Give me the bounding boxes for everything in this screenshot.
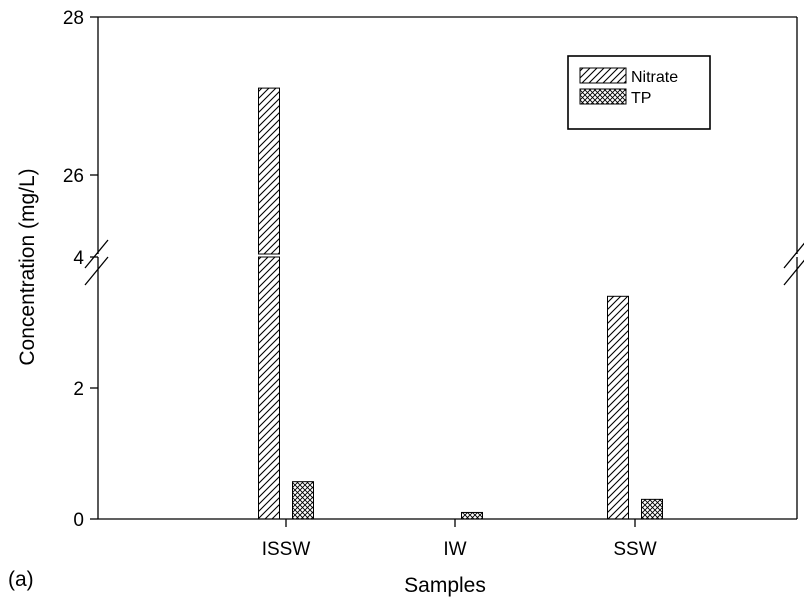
legend-swatch-tp xyxy=(579,88,627,105)
legend-label-nitrate: Nitrate xyxy=(631,69,678,86)
bar-tp-ssw xyxy=(641,498,663,520)
right-axis-break-mark-2 xyxy=(783,259,804,286)
bar-nitrate-ssw xyxy=(607,295,629,520)
y-tick-label-4: 4 xyxy=(73,248,84,269)
left-axis-break-mark-1 xyxy=(84,239,109,269)
bar-tp-issw xyxy=(292,481,314,520)
x-tick-label-ssw: SSW xyxy=(613,539,656,560)
y-tick-label-0: 0 xyxy=(73,510,84,531)
bar-nitrate-issw-lower xyxy=(258,256,280,520)
left-axis-break-mark-2 xyxy=(84,256,109,286)
y-tick-label-2: 2 xyxy=(73,379,84,400)
right-axis-break-mark-1 xyxy=(783,242,804,269)
x-tick-label-iw: IW xyxy=(443,539,466,560)
x-tick-label-issw: ISSW xyxy=(262,539,311,560)
y-tick-label-28: 28 xyxy=(63,8,84,29)
legend: Nitrate TP xyxy=(567,55,711,130)
bar-nitrate-issw-upper xyxy=(258,87,280,255)
axes-layer xyxy=(84,16,804,520)
panel-label: (a) xyxy=(8,568,34,591)
y-axis-title: Concentration (mg/L) xyxy=(16,168,39,365)
bars-layer xyxy=(258,87,663,520)
legend-swatch-nitrate xyxy=(579,67,627,84)
bar-tp-iw xyxy=(461,511,483,520)
x-axis-title: Samples xyxy=(404,574,486,597)
legend-label-tp: TP xyxy=(631,90,651,107)
y-tick-label-26: 26 xyxy=(63,166,84,187)
